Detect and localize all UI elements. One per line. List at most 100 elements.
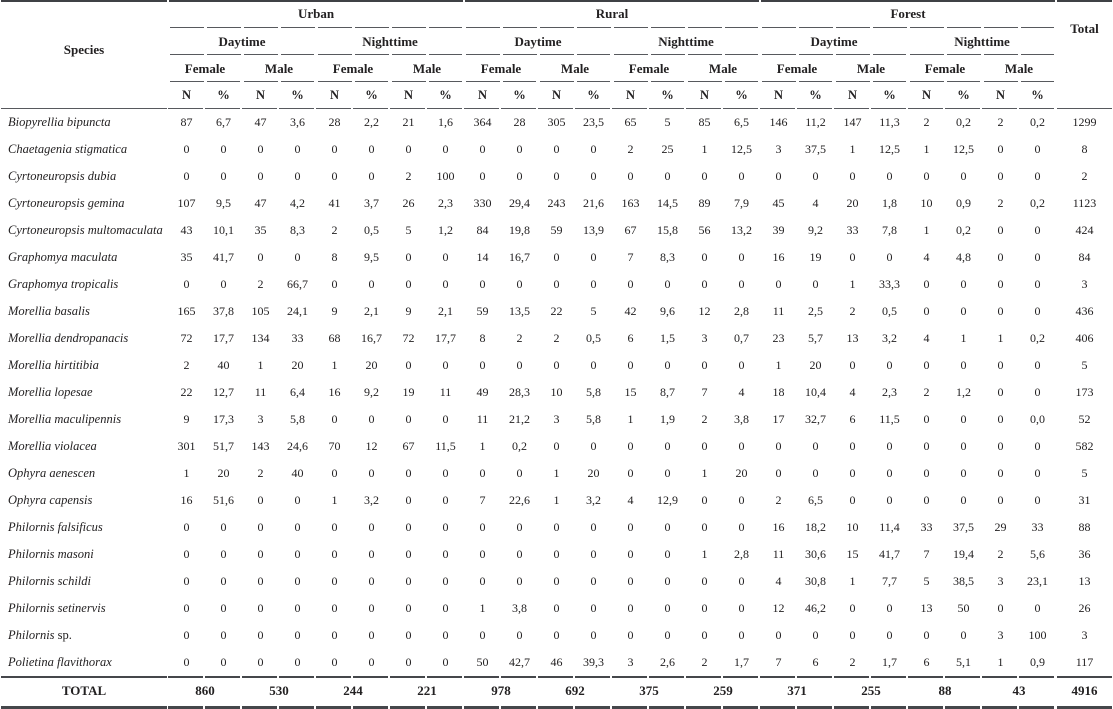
value-cell: 107 <box>177 196 196 210</box>
species-name: Cyrtoneuropsis gemina <box>0 190 168 217</box>
value-cell: 8 <box>479 331 486 345</box>
value-cell: 0 <box>479 547 486 561</box>
value-cell: 0 <box>738 169 745 183</box>
group-total-value: 978 <box>464 676 538 709</box>
value-cell: 0 <box>331 547 338 561</box>
species-name: Graphomya tropicalis <box>0 271 168 298</box>
value-cell: 0 <box>590 601 597 615</box>
value-cell: 0 <box>923 358 930 372</box>
value-cell: 100 <box>436 169 455 183</box>
measure-header: % <box>723 82 760 109</box>
value-cell: 10 <box>920 196 933 210</box>
value-cell: 0 <box>405 601 412 615</box>
species-name-italic: Cyrtoneuropsis dubia <box>8 169 117 183</box>
value-cell: 0 <box>479 574 486 588</box>
habitat-header-urban: Urban <box>168 0 464 28</box>
value-cell: 0 <box>331 520 338 534</box>
value-cell: 0 <box>183 601 190 615</box>
value-cell: 0 <box>294 493 301 507</box>
species-name-italic: Morellia maculipennis <box>8 412 122 426</box>
measure-header: N <box>464 82 501 109</box>
value-cell: 0 <box>405 358 412 372</box>
header-row-measure: N% N% N% N% N% N% N% N% N% N% N% N% <box>0 82 1113 109</box>
period-header: Nighttime <box>908 28 1056 55</box>
value-cell: 0 <box>1034 169 1041 183</box>
measure-header: N <box>982 82 1019 109</box>
value-cell: 0 <box>590 547 597 561</box>
value-cell: 19,8 <box>509 223 530 237</box>
value-cell: 1,6 <box>438 115 453 129</box>
measure-header: % <box>279 82 316 109</box>
value-cell: 0 <box>701 520 708 534</box>
value-cell: 0 <box>405 655 412 669</box>
value-cell: 0 <box>738 601 745 615</box>
value-cell: 0 <box>183 277 190 291</box>
value-cell: 67 <box>402 439 415 453</box>
measure-header: N <box>316 82 353 109</box>
group-total-value: 530 <box>242 676 316 709</box>
value-cell: 0 <box>220 169 227 183</box>
value-cell: 84 <box>476 223 489 237</box>
value-cell: 165 <box>177 304 196 318</box>
value-cell: 0 <box>294 601 301 615</box>
value-cell: 2,3 <box>882 385 897 399</box>
value-cell: 0 <box>442 358 449 372</box>
value-cell: 0 <box>627 520 634 534</box>
value-cell: 4 <box>812 196 819 210</box>
group-total-value: 221 <box>390 676 464 709</box>
table-row: Graphomya tropicalis 0 0 2 66,7 0 0 0 0 0 0 0 0 0 0 0 0 0… <box>0 271 1113 298</box>
total-row: TOTAL 860 530 244 221 978 692 375 259 371 255 88 43… <box>0 676 1113 709</box>
value-cell: 38,5 <box>953 574 974 588</box>
value-cell: 12 <box>772 601 785 615</box>
value-cell: 3 <box>997 574 1004 588</box>
value-cell: 364 <box>473 115 492 129</box>
value-cell: 0,2 <box>1030 115 1045 129</box>
value-cell: 2,1 <box>438 304 453 318</box>
value-cell: 0 <box>553 439 560 453</box>
row-total-value: 52 <box>1078 412 1091 426</box>
value-cell: 0 <box>516 520 523 534</box>
group-total-value: 255 <box>834 676 908 709</box>
value-cell: 0 <box>960 466 967 480</box>
value-cell: 66,7 <box>287 277 308 291</box>
value-cell: 12,5 <box>731 142 752 156</box>
value-cell: 20 <box>217 466 230 480</box>
value-cell: 0 <box>997 304 1004 318</box>
value-cell: 0 <box>183 520 190 534</box>
sex-header: Male <box>686 55 760 82</box>
row-total-value: 1299 <box>1072 115 1097 129</box>
value-cell: 70 <box>328 439 341 453</box>
value-cell: 13,5 <box>509 304 530 318</box>
value-cell: 0 <box>812 277 819 291</box>
species-name-italic: Polietina flavithorax <box>8 655 112 669</box>
value-cell: 0 <box>405 493 412 507</box>
value-cell: 0 <box>1034 358 1041 372</box>
value-cell: 11 <box>772 547 785 561</box>
value-cell: 9,5 <box>364 250 379 264</box>
value-cell: 28 <box>328 115 341 129</box>
value-cell: 0 <box>738 493 745 507</box>
value-cell: 26 <box>402 196 415 210</box>
value-cell: 0 <box>331 412 338 426</box>
value-cell: 0 <box>442 574 449 588</box>
value-cell: 0 <box>775 439 782 453</box>
value-cell: 24,6 <box>287 439 308 453</box>
value-cell: 51,7 <box>213 439 234 453</box>
value-cell: 1 <box>923 223 930 237</box>
value-cell: 0 <box>442 250 449 264</box>
group-total-value: 692 <box>538 676 612 709</box>
measure-header: % <box>575 82 612 109</box>
value-cell: 0 <box>590 628 597 642</box>
value-cell: 30,6 <box>805 547 826 561</box>
value-cell: 13,2 <box>731 223 752 237</box>
value-cell: 0 <box>590 142 597 156</box>
value-cell: 0 <box>331 655 338 669</box>
species-name-italic: Morellia dendropanacis <box>8 331 129 345</box>
value-cell: 0 <box>368 169 375 183</box>
value-cell: 1 <box>849 142 856 156</box>
value-cell: 16 <box>772 520 785 534</box>
value-cell: 0 <box>960 169 967 183</box>
value-cell: 0 <box>257 493 264 507</box>
value-cell: 0 <box>442 277 449 291</box>
